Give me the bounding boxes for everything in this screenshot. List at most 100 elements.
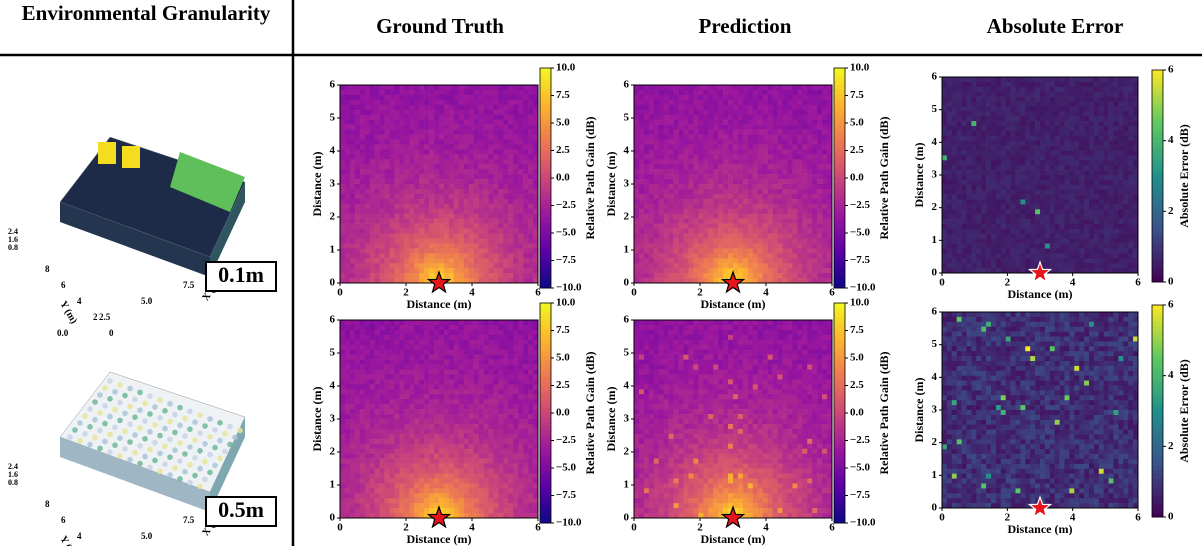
heatmap-cell bbox=[942, 111, 948, 117]
heatmap-cell bbox=[792, 85, 798, 91]
heatmap-cell bbox=[508, 213, 514, 219]
heatmap-cell bbox=[723, 258, 729, 264]
heatmap-cell bbox=[1079, 258, 1085, 264]
heatmap-cell bbox=[807, 253, 813, 259]
heatmap-cell bbox=[718, 164, 724, 170]
heatmap-cell bbox=[399, 263, 405, 269]
heatmap-cell bbox=[349, 228, 356, 234]
heatmap-cell bbox=[1123, 91, 1129, 97]
heatmap-cell bbox=[409, 203, 415, 210]
heatmap-cell bbox=[1074, 116, 1080, 122]
heatmap-cell bbox=[389, 164, 395, 170]
heatmap-cell bbox=[703, 114, 709, 120]
heatmap-cell bbox=[1040, 238, 1046, 244]
heatmap-cell bbox=[1118, 96, 1124, 102]
heatmap-cell bbox=[827, 203, 833, 210]
heatmap-cell bbox=[782, 154, 788, 160]
heatmap-cell bbox=[1103, 150, 1109, 156]
heatmap-cell bbox=[448, 119, 455, 125]
heatmap-cell bbox=[448, 104, 455, 111]
heatmap-cell bbox=[523, 169, 529, 175]
heatmap-cell bbox=[1103, 224, 1109, 230]
heatmap-cell bbox=[1133, 106, 1139, 112]
heatmap-cell bbox=[1118, 135, 1124, 141]
heatmap-cell bbox=[1030, 86, 1036, 92]
heatmap-cell bbox=[439, 134, 445, 140]
heatmap-cell bbox=[448, 208, 455, 214]
heatmap-cell bbox=[951, 126, 957, 132]
heatmap-cell bbox=[797, 99, 803, 106]
heatmap-cell bbox=[453, 139, 460, 145]
heatmap-cell bbox=[648, 228, 655, 234]
heatmap-cell bbox=[1064, 96, 1070, 102]
heatmap-cell bbox=[822, 184, 828, 190]
heatmap-cell bbox=[678, 248, 684, 254]
heatmap-cell bbox=[394, 174, 400, 180]
heatmap-cell bbox=[693, 268, 699, 274]
heatmap-cell bbox=[942, 126, 948, 132]
heatmap-cell bbox=[981, 238, 987, 244]
heatmap-cell bbox=[1093, 179, 1100, 186]
heatmap-cell bbox=[439, 164, 445, 170]
heatmap-cell bbox=[658, 193, 664, 200]
heatmap-cell bbox=[1093, 268, 1100, 274]
heatmap-cell bbox=[453, 124, 460, 130]
heatmap-cell bbox=[1005, 228, 1011, 235]
heatmap-cell bbox=[389, 213, 395, 219]
heatmap-cell bbox=[678, 149, 684, 155]
heatmap-cell bbox=[772, 208, 778, 214]
heatmap-cell bbox=[1030, 96, 1036, 102]
heatmap-cell bbox=[340, 258, 346, 264]
heatmap-cell bbox=[976, 145, 982, 151]
heatmap-cell bbox=[995, 228, 1002, 235]
heatmap-cell bbox=[419, 243, 425, 249]
heatmap-cell bbox=[767, 238, 773, 244]
render-y-tick: 4 bbox=[77, 296, 82, 306]
heatmap-cell bbox=[463, 218, 469, 224]
heatmap-cell bbox=[777, 89, 783, 96]
heatmap-cell bbox=[698, 129, 704, 135]
heatmap-cell bbox=[1128, 228, 1134, 235]
heatmap-cell bbox=[1093, 101, 1100, 107]
heatmap-cell bbox=[503, 184, 509, 190]
heatmap-cell bbox=[634, 248, 640, 254]
heatmap-cell bbox=[478, 208, 484, 214]
heatmap-cell bbox=[648, 193, 655, 200]
heatmap-cell bbox=[713, 203, 719, 210]
heatmap-cell bbox=[995, 214, 1002, 220]
heatmap-cell bbox=[429, 109, 435, 115]
heatmap-cell bbox=[399, 159, 405, 165]
heatmap-cell bbox=[463, 268, 469, 274]
heatmap-cell bbox=[1103, 106, 1109, 112]
heatmap-cell bbox=[703, 119, 709, 125]
heatmap-cell bbox=[1054, 145, 1060, 151]
heatmap-cell bbox=[718, 273, 724, 279]
heatmap-cell bbox=[742, 198, 749, 205]
heatmap-cell bbox=[424, 228, 430, 234]
heatmap-cell bbox=[976, 184, 982, 190]
heatmap-cell bbox=[1025, 189, 1031, 195]
heatmap-cell bbox=[483, 174, 489, 180]
heatmap-cell bbox=[966, 268, 972, 274]
heatmap-cell bbox=[634, 114, 640, 120]
heatmap-cell bbox=[698, 164, 704, 170]
heatmap-cell bbox=[1093, 263, 1100, 269]
heatmap-cell bbox=[986, 224, 992, 230]
heatmap-cell bbox=[723, 243, 729, 249]
heatmap-cell bbox=[369, 114, 375, 120]
heatmap-cell bbox=[634, 184, 640, 190]
heatmap-cell bbox=[658, 89, 664, 96]
heatmap-cell bbox=[528, 114, 534, 120]
heatmap-cell bbox=[757, 203, 763, 210]
heatmap-cell bbox=[354, 208, 361, 214]
heatmap-cell bbox=[971, 243, 977, 249]
heatmap-cell bbox=[404, 154, 410, 160]
heatmap-cell bbox=[453, 149, 460, 155]
heatmap-cell bbox=[678, 154, 684, 160]
heatmap-cell bbox=[448, 278, 455, 284]
heatmap-cell bbox=[439, 114, 445, 120]
heatmap-cell bbox=[951, 145, 957, 151]
heatmap-cell bbox=[419, 139, 425, 145]
heatmap-cell bbox=[792, 179, 798, 185]
heatmap-cell bbox=[458, 154, 465, 160]
